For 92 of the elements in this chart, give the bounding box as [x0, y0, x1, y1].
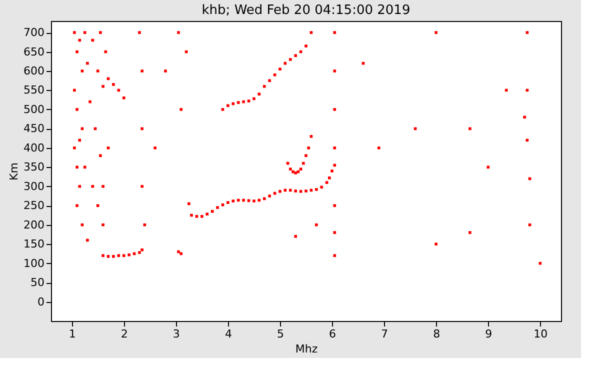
point — [307, 146, 310, 150]
y-tick-label: 400 — [24, 141, 44, 154]
y-tick-label: 500 — [24, 102, 44, 116]
point — [117, 254, 120, 258]
y-tick-label: 50 — [30, 276, 44, 290]
point — [180, 252, 183, 256]
y-tick-label: 300 — [24, 180, 44, 193]
point — [177, 250, 180, 254]
point — [314, 188, 318, 191]
y-tick-label: 100 — [24, 256, 44, 270]
point — [190, 214, 193, 217]
point — [232, 200, 235, 202]
y-tick-label: 0 — [38, 295, 44, 308]
point — [106, 254, 110, 258]
point — [140, 248, 144, 252]
point — [325, 181, 328, 184]
point — [236, 101, 240, 104]
point — [294, 54, 298, 58]
point — [195, 214, 198, 218]
point — [258, 198, 261, 202]
point — [122, 254, 126, 258]
point — [288, 168, 292, 170]
y-tick-label: 350 — [24, 160, 44, 174]
x-tick-label: 8 — [433, 328, 440, 340]
point — [262, 197, 266, 200]
x-tick-label: 7 — [381, 328, 388, 340]
point — [210, 210, 214, 213]
point — [333, 164, 336, 167]
point — [320, 186, 324, 189]
point — [247, 199, 250, 202]
point — [226, 201, 230, 204]
point — [273, 73, 276, 76]
point — [236, 198, 240, 202]
point — [112, 83, 115, 86]
x-axis-title: Mhz — [295, 342, 318, 356]
x-tick-label: 3 — [172, 328, 180, 340]
point — [302, 162, 305, 165]
point — [242, 100, 245, 104]
y-tick-label: 200 — [24, 218, 44, 232]
point — [262, 84, 266, 88]
point — [304, 190, 308, 192]
point — [288, 188, 292, 192]
x-tick-label: 9 — [485, 328, 492, 340]
point — [299, 168, 302, 170]
point — [232, 102, 235, 106]
point — [310, 134, 313, 138]
x-tick-label: 1 — [68, 328, 76, 340]
y-tick-label: 150 — [24, 238, 44, 251]
point — [328, 176, 331, 180]
point — [330, 170, 334, 172]
point — [122, 96, 126, 100]
y-tick-label: 600 — [24, 64, 44, 78]
y-tick-label: 250 — [24, 199, 44, 212]
y-tick-label: 450 — [24, 122, 44, 136]
point — [294, 172, 298, 174]
point — [304, 154, 308, 158]
point — [304, 44, 308, 48]
point — [206, 212, 209, 216]
point — [221, 108, 224, 111]
point — [299, 190, 302, 193]
point — [221, 203, 224, 206]
point — [268, 79, 271, 82]
point — [247, 100, 250, 102]
y-axis-title: Km — [8, 162, 21, 180]
point — [268, 194, 271, 198]
x-tick-label: 10 — [534, 328, 548, 340]
point — [252, 200, 256, 202]
y-tick-label: 700 — [24, 26, 44, 40]
x-tick-label: 2 — [120, 328, 128, 340]
point — [200, 214, 204, 218]
y-tick-label: 650 — [24, 45, 44, 58]
x-tick-label: 5 — [276, 328, 284, 340]
point — [252, 97, 256, 100]
chart-title: khb; Wed Feb 20 04:15:00 2019 — [202, 3, 410, 18]
point — [138, 251, 141, 254]
point — [226, 104, 230, 108]
point — [278, 190, 282, 193]
point — [294, 190, 298, 192]
point — [112, 254, 115, 258]
point — [187, 202, 190, 206]
point — [278, 68, 282, 70]
point — [310, 31, 313, 34]
point — [216, 206, 219, 209]
x-tick-label: 6 — [329, 328, 336, 340]
x-tick-label: 4 — [224, 328, 232, 340]
y-tick-label: 550 — [24, 84, 44, 97]
point — [128, 253, 130, 256]
point — [102, 254, 104, 258]
point — [117, 88, 120, 92]
point — [288, 58, 292, 61]
point — [258, 92, 261, 96]
point — [242, 198, 245, 202]
